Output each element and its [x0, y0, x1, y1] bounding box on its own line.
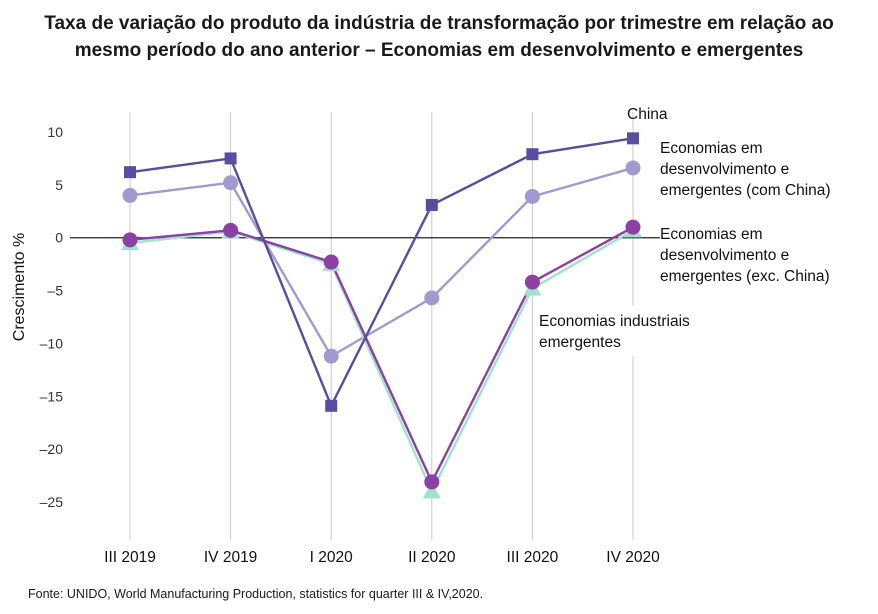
series-label: Economias em desenvolvimento e emergentes … [660, 226, 830, 285]
y-tick-label: 10 [47, 124, 63, 140]
marker-circle [122, 232, 138, 248]
series-line [129, 166, 634, 358]
marker-triangle [422, 482, 441, 499]
marker-circle [323, 254, 339, 270]
marker-circle [424, 474, 440, 490]
marker-circle [223, 222, 239, 238]
marker-circle [323, 348, 339, 364]
chart-title: Taxa de variação do produto da indústria… [44, 13, 834, 61]
series-labels: China Economias em desenvolvimento e emerge… [533, 106, 831, 356]
series-layer [121, 132, 642, 499]
series-label-line: Economias em [660, 140, 763, 157]
series-line [129, 137, 634, 407]
marker-square [425, 198, 438, 211]
series-label-line: emergentes [539, 334, 621, 351]
series-label-bg [533, 306, 708, 356]
series-label-line: emergentes (com China) [660, 182, 831, 199]
series-line [129, 229, 634, 493]
axes: 10 5 0 –5 –10 –15 –20 –25 III 2019 IV 2019 I 2020 I… [11, 124, 660, 566]
marker-circle [625, 219, 641, 235]
marker-square [224, 152, 237, 165]
y-tick-label: 0 [55, 230, 63, 246]
marker-circle [524, 188, 540, 204]
series-line [129, 226, 634, 484]
series-label: China [627, 106, 668, 123]
marker-circle [625, 160, 641, 176]
series-label: Economias em desenvolvimento e emergentes … [660, 140, 831, 199]
series-label-line: emergentes (exc. China) [660, 268, 830, 285]
marker-square [325, 399, 338, 412]
y-tick-label: –5 [47, 283, 63, 299]
series-label: Economias industriais emergentes [539, 313, 690, 351]
series-label-line: Economias industriais [539, 313, 690, 330]
x-tick-label: III 2019 [104, 549, 156, 566]
y-tick-label: 5 [55, 177, 63, 193]
series-label-line: desenvolvimento e [660, 247, 789, 264]
marker-square [627, 132, 639, 145]
marker-square [124, 166, 136, 179]
marker-circle [424, 290, 440, 306]
series-label-line: desenvolvimento e [660, 161, 789, 178]
y-axis-label: Crescimento % [11, 233, 28, 341]
x-tick-label: III 2020 [507, 549, 559, 566]
x-tick-label: IV 2020 [606, 549, 660, 566]
y-tick-label: –20 [40, 441, 64, 457]
marker-square [526, 148, 539, 161]
marker-circle [122, 187, 138, 203]
series-label-line: China [627, 106, 668, 123]
x-tick-label: I 2020 [310, 549, 353, 566]
x-tick-label: II 2020 [408, 549, 456, 566]
source-note: Fonte: UNIDO, World Manufacturing Produc… [28, 587, 484, 601]
x-tick-label: IV 2019 [204, 549, 257, 566]
marker-circle [223, 175, 239, 191]
y-tick-label: –15 [40, 388, 64, 404]
series-label-line: Economias em [660, 226, 763, 243]
y-tick-label: –25 [40, 494, 64, 510]
y-tick-label: –10 [40, 335, 64, 351]
marker-circle [524, 274, 540, 290]
